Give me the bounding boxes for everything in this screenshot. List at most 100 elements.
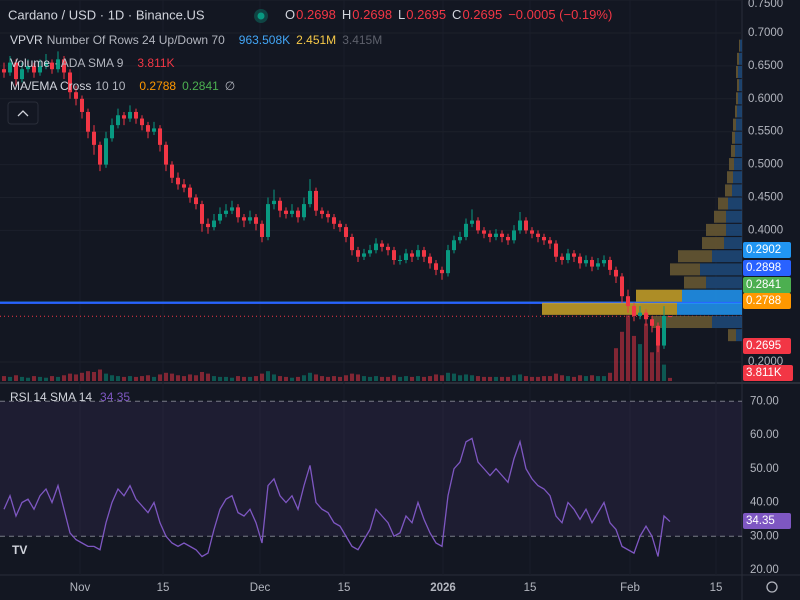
volume-bar bbox=[212, 376, 216, 381]
candle-body bbox=[644, 312, 648, 320]
indicator-value: 3.811K bbox=[137, 56, 174, 70]
rsi-legend: RSI 14 SMA 14 34.35 bbox=[10, 390, 130, 404]
indicator-name: VPVR bbox=[10, 33, 43, 47]
profile-down bbox=[732, 131, 735, 144]
indicator-value: 0.2788 bbox=[139, 79, 176, 93]
volume-bar bbox=[488, 376, 492, 381]
candle-body bbox=[440, 269, 444, 274]
volume-bar bbox=[632, 335, 636, 381]
price-tag-bg bbox=[743, 242, 791, 258]
volume-bar bbox=[164, 372, 168, 381]
rsi-tick-label: 50.00 bbox=[750, 463, 779, 475]
candle-body bbox=[170, 164, 174, 178]
candle-body bbox=[32, 65, 36, 73]
profile-up bbox=[739, 52, 742, 65]
volume-bar bbox=[410, 376, 414, 381]
candle-body bbox=[74, 92, 78, 99]
candle-body bbox=[548, 240, 552, 244]
candle-body bbox=[284, 210, 288, 214]
y-tick-label: 0.4500 bbox=[748, 192, 783, 204]
candle-body bbox=[14, 62, 18, 80]
profile-down bbox=[736, 92, 738, 105]
volume-bar bbox=[194, 375, 198, 381]
rsi-legend-value: 34.35 bbox=[100, 390, 130, 404]
volume-bar bbox=[26, 377, 30, 381]
volume-bar bbox=[512, 375, 516, 381]
volume-bar bbox=[320, 376, 324, 381]
candle-body bbox=[164, 144, 168, 165]
price-tag: 0.2841 bbox=[746, 279, 781, 291]
volume-profile bbox=[542, 39, 742, 342]
settings-icon[interactable] bbox=[766, 581, 778, 593]
volume-tag-bg bbox=[743, 365, 793, 381]
candle-body bbox=[122, 115, 126, 119]
ohlc-value: 0.2698 bbox=[352, 7, 392, 22]
x-tick-label: 15 bbox=[524, 582, 537, 594]
y-tick-label: 0.5000 bbox=[748, 159, 783, 171]
symbol-title: Cardano / USD · 1D · Binance.US bbox=[8, 7, 205, 22]
candle-body bbox=[428, 256, 432, 264]
profile-up bbox=[738, 65, 742, 78]
volume-bar bbox=[218, 376, 222, 381]
volume-bar bbox=[656, 340, 660, 381]
volume-bar bbox=[20, 376, 24, 381]
candle-body bbox=[290, 210, 294, 214]
candle-body bbox=[446, 250, 450, 274]
candle-body bbox=[296, 210, 300, 218]
indicator-legend: VPVR Number Of Rows 24 Up/Down 70 963.508K… bbox=[10, 33, 382, 47]
candle-body bbox=[86, 111, 90, 132]
profile-up bbox=[732, 184, 742, 197]
price-tag: 0.2902 bbox=[746, 244, 781, 256]
candle-body bbox=[68, 72, 72, 93]
candle-body bbox=[512, 230, 516, 241]
profile-up bbox=[726, 210, 742, 223]
volume-bar bbox=[110, 375, 114, 381]
profile-up bbox=[682, 289, 742, 302]
volume-bar bbox=[560, 375, 564, 381]
collapse-button[interactable] bbox=[7, 101, 39, 125]
volume-bar bbox=[80, 372, 84, 381]
candle-body bbox=[632, 306, 636, 316]
volume-bar bbox=[260, 373, 264, 381]
x-tick-label: 15 bbox=[710, 582, 723, 594]
volume-bar bbox=[236, 376, 240, 381]
candle-body bbox=[596, 263, 600, 267]
volume-bar bbox=[422, 376, 426, 381]
candle-body bbox=[146, 125, 150, 132]
volume-bar bbox=[68, 373, 72, 381]
volume-bar bbox=[86, 371, 90, 381]
volume-bar bbox=[266, 371, 270, 381]
candle-body bbox=[410, 253, 414, 257]
volume-bar bbox=[314, 374, 318, 381]
candle-body bbox=[368, 250, 372, 254]
x-tick-label: 15 bbox=[157, 582, 170, 594]
volume-bar bbox=[584, 376, 588, 381]
candle-body bbox=[92, 131, 96, 145]
profile-up bbox=[739, 79, 742, 92]
candle-body bbox=[8, 62, 12, 73]
candle-body bbox=[134, 111, 138, 119]
volume-bar bbox=[500, 376, 504, 381]
volume-bar bbox=[278, 376, 282, 381]
candle-body bbox=[230, 207, 234, 211]
candle-body bbox=[542, 236, 546, 241]
volume-bar bbox=[452, 373, 456, 381]
volume-bar bbox=[368, 376, 372, 381]
volume-bar bbox=[326, 376, 330, 381]
price-tag: 0.2788 bbox=[746, 295, 781, 307]
volume-bar bbox=[380, 376, 384, 381]
volume-bar bbox=[2, 376, 6, 381]
profile-down bbox=[737, 79, 739, 92]
candle-body bbox=[626, 296, 630, 307]
ohlc-key: C bbox=[452, 7, 461, 22]
volume-bar bbox=[644, 323, 648, 381]
volume-bar bbox=[398, 376, 402, 381]
volume-bar bbox=[182, 376, 186, 381]
volume-bar bbox=[272, 374, 276, 381]
candle-body bbox=[476, 220, 480, 231]
candle-body bbox=[254, 217, 258, 224]
profile-up bbox=[734, 158, 742, 171]
indicator-value: 963.508K bbox=[239, 33, 290, 47]
volume-bar bbox=[32, 376, 36, 381]
